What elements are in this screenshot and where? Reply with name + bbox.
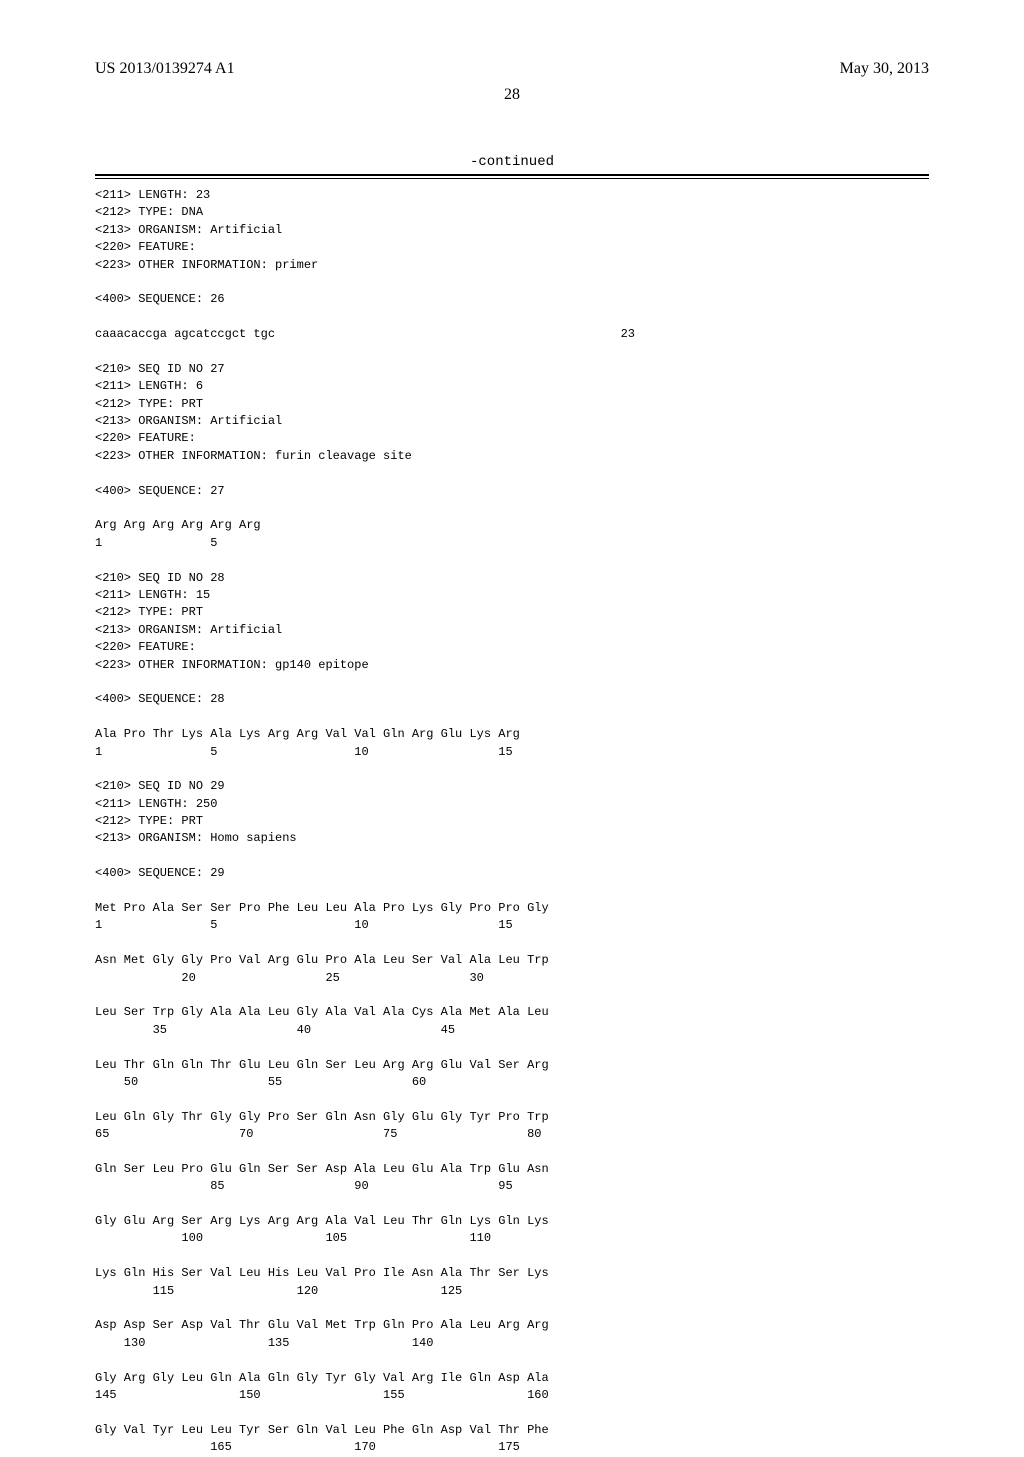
listing-line bbox=[95, 1091, 929, 1108]
listing-line: 1 5 bbox=[95, 535, 929, 552]
listing-line: 85 90 95 bbox=[95, 1178, 929, 1195]
block-spacer bbox=[95, 848, 929, 865]
listing-line: <400> SEQUENCE: 29 bbox=[95, 865, 929, 882]
listing-line: <211> LENGTH: 250 bbox=[95, 796, 929, 813]
listing-line bbox=[95, 987, 929, 1004]
listing-line: <220> FEATURE: bbox=[95, 639, 929, 656]
listing-line: <400> SEQUENCE: 26 bbox=[95, 291, 929, 308]
listing-line: 20 25 30 bbox=[95, 970, 929, 987]
listing-line: <212> TYPE: DNA bbox=[95, 204, 929, 221]
listing-line: 50 55 60 bbox=[95, 1074, 929, 1091]
publication-date: May 30, 2013 bbox=[840, 60, 929, 78]
sequence-text: caaacaccga agcatccgct tgc bbox=[95, 326, 275, 343]
listing-line bbox=[95, 1196, 929, 1213]
listing-line: 115 120 125 bbox=[95, 1283, 929, 1300]
listing-line: <212> TYPE: PRT bbox=[95, 604, 929, 621]
block-spacer bbox=[95, 552, 929, 569]
listing-line: <211> LENGTH: 23 bbox=[95, 187, 929, 204]
sequence-length: 23 bbox=[621, 326, 635, 343]
listing-line: <210> SEQ ID NO 29 bbox=[95, 778, 929, 795]
block-spacer bbox=[95, 344, 929, 361]
continued-label: -continued bbox=[95, 154, 929, 170]
listing-line: <212> TYPE: PRT bbox=[95, 813, 929, 830]
listing-line: Gly Arg Gly Leu Gln Ala Gln Gly Tyr Gly … bbox=[95, 1370, 929, 1387]
listing-line bbox=[95, 1248, 929, 1265]
block-spacer bbox=[95, 674, 929, 691]
listing-line bbox=[95, 1300, 929, 1317]
block-spacer bbox=[95, 274, 929, 291]
listing-line: 1 5 10 15 bbox=[95, 744, 929, 761]
listing-line: 35 40 45 bbox=[95, 1022, 929, 1039]
sequence-listing: <211> LENGTH: 23<212> TYPE: DNA<213> ORG… bbox=[95, 187, 929, 1457]
listing-line: <223> OTHER INFORMATION: furin cleavage … bbox=[95, 448, 929, 465]
listing-line: <211> LENGTH: 6 bbox=[95, 378, 929, 395]
listing-line: <212> TYPE: PRT bbox=[95, 396, 929, 413]
block-spacer bbox=[95, 309, 929, 326]
listing-line bbox=[95, 1143, 929, 1160]
block-spacer bbox=[95, 465, 929, 482]
listing-line: 130 135 140 bbox=[95, 1335, 929, 1352]
listing-line: Leu Thr Gln Gln Thr Glu Leu Gln Ser Leu … bbox=[95, 1057, 929, 1074]
listing-line: <211> LENGTH: 15 bbox=[95, 587, 929, 604]
listing-line: <223> OTHER INFORMATION: gp140 epitope bbox=[95, 657, 929, 674]
block-spacer bbox=[95, 500, 929, 517]
listing-line: 145 150 155 160 bbox=[95, 1387, 929, 1404]
listing-line bbox=[95, 1039, 929, 1056]
listing-line bbox=[95, 935, 929, 952]
listing-line: <213> ORGANISM: Artificial bbox=[95, 622, 929, 639]
block-spacer bbox=[95, 761, 929, 778]
listing-line bbox=[95, 1404, 929, 1421]
listing-line: Lys Gln His Ser Val Leu His Leu Val Pro … bbox=[95, 1265, 929, 1282]
listing-line: 100 105 110 bbox=[95, 1230, 929, 1247]
listing-line: <220> FEATURE: bbox=[95, 430, 929, 447]
listing-line: <210> SEQ ID NO 27 bbox=[95, 361, 929, 378]
listing-line: Leu Ser Trp Gly Ala Ala Leu Gly Ala Val … bbox=[95, 1004, 929, 1021]
listing-line: <213> ORGANISM: Artificial bbox=[95, 222, 929, 239]
listing-line: Leu Gln Gly Thr Gly Gly Pro Ser Gln Asn … bbox=[95, 1109, 929, 1126]
listing-line: <213> ORGANISM: Homo sapiens bbox=[95, 830, 929, 847]
listing-line: <213> ORGANISM: Artificial bbox=[95, 413, 929, 430]
listing-line: 165 170 175 bbox=[95, 1439, 929, 1456]
listing-line: <220> FEATURE: bbox=[95, 239, 929, 256]
page-number: 28 bbox=[95, 86, 929, 104]
listing-line: 1 5 10 15 bbox=[95, 917, 929, 934]
listing-line: Met Pro Ala Ser Ser Pro Phe Leu Leu Ala … bbox=[95, 900, 929, 917]
listing-line: Arg Arg Arg Arg Arg Arg bbox=[95, 517, 929, 534]
listing-line: <400> SEQUENCE: 27 bbox=[95, 483, 929, 500]
listing-line: Ala Pro Thr Lys Ala Lys Arg Arg Val Val … bbox=[95, 726, 929, 743]
listing-line: Asn Met Gly Gly Pro Val Arg Glu Pro Ala … bbox=[95, 952, 929, 969]
listing-line: <210> SEQ ID NO 28 bbox=[95, 570, 929, 587]
listing-line: 65 70 75 80 bbox=[95, 1126, 929, 1143]
listing-line: Gly Glu Arg Ser Arg Lys Arg Arg Ala Val … bbox=[95, 1213, 929, 1230]
listing-line: Gly Val Tyr Leu Leu Tyr Ser Gln Val Leu … bbox=[95, 1422, 929, 1439]
listing-line: <400> SEQUENCE: 28 bbox=[95, 691, 929, 708]
page-header: US 2013/0139274 A1 May 30, 2013 bbox=[95, 60, 929, 78]
listing-line: <223> OTHER INFORMATION: primer bbox=[95, 257, 929, 274]
block-spacer bbox=[95, 883, 929, 900]
listing-line: Gln Ser Leu Pro Glu Gln Ser Ser Asp Ala … bbox=[95, 1161, 929, 1178]
listing-line bbox=[95, 1352, 929, 1369]
patent-page: US 2013/0139274 A1 May 30, 2013 28 -cont… bbox=[0, 0, 1024, 1320]
top-rule-thick bbox=[95, 174, 929, 176]
top-rule-thin bbox=[95, 178, 929, 179]
sequence-row: caaacaccga agcatccgct tgc 23 bbox=[95, 326, 635, 343]
block-spacer bbox=[95, 709, 929, 726]
publication-number: US 2013/0139274 A1 bbox=[95, 60, 235, 78]
